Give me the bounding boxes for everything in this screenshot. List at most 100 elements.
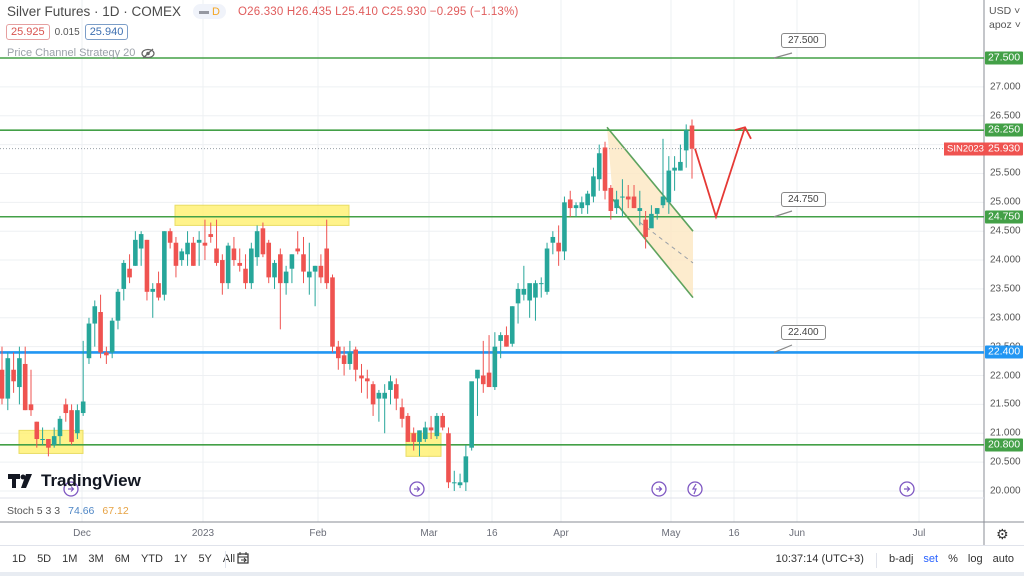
range-1y-button[interactable]: 1Y — [173, 553, 188, 565]
price-level-tag: 27.500 — [985, 51, 1024, 65]
symbol-legend: Silver Futures · 1D · COMEX ▬ D O26.330 H… — [7, 4, 518, 19]
toolbar-divider — [225, 551, 226, 568]
price-tick-label: 27.000 — [990, 81, 1021, 93]
channel-upper — [606, 126, 694, 232]
indicator-name[interactable]: Stoch 5 3 3 — [7, 505, 61, 517]
candle-body — [75, 410, 80, 434]
price-tick-label: 24.500 — [990, 225, 1021, 237]
ohlc-values: O26.330 H26.435 L25.410 C25.930 −0.295 (… — [237, 5, 519, 18]
candle-body — [237, 262, 243, 266]
price-tick-label: 23.500 — [990, 283, 1021, 295]
range-1m-button[interactable]: 1M — [62, 553, 78, 565]
auto-toggle[interactable]: auto — [992, 553, 1014, 565]
candle-body — [359, 375, 364, 379]
candle-body — [440, 415, 445, 428]
candle-body — [272, 262, 277, 278]
candle-body — [388, 381, 393, 390]
candle-body — [0, 369, 5, 399]
go-to-date-icon[interactable] — [236, 551, 250, 565]
candle-body — [225, 245, 231, 284]
candle-body — [660, 196, 666, 206]
price-tick-label: 24.000 — [990, 254, 1021, 266]
set-toggle[interactable]: set — [923, 553, 939, 565]
arrow-event-icon — [414, 486, 421, 492]
candle-body — [133, 239, 138, 266]
scale-options: 10:37:14 (UTC+3) b-adj set % log auto — [776, 553, 1014, 568]
candle-body — [434, 415, 440, 437]
price-tick-label: 22.000 — [990, 370, 1021, 381]
ask-price[interactable]: 25.940 — [84, 24, 129, 40]
candle-body — [254, 231, 260, 258]
candle-body — [417, 430, 422, 442]
settings-gear-icon[interactable]: ⚙ — [996, 526, 1009, 542]
logo-text: TradingView — [41, 471, 141, 490]
candle-body — [318, 265, 324, 278]
tradingview-logo-icon — [8, 474, 32, 488]
candle-body — [220, 260, 225, 284]
symbol-title[interactable]: Silver Futures · 1D · COMEX — [7, 4, 182, 19]
range-5d-button[interactable]: 5D — [37, 553, 52, 565]
clock-time[interactable]: 10:37:14 (UTC+3) — [775, 553, 864, 565]
callout-24750[interactable]: 24.750 — [781, 192, 826, 207]
range-6m-button[interactable]: 6M — [114, 553, 130, 565]
candle-body — [486, 372, 492, 388]
candle-body — [596, 153, 602, 180]
channel-fill — [607, 127, 693, 298]
candle-body — [620, 196, 625, 198]
log-toggle[interactable]: log — [967, 553, 983, 565]
tradingview-logo: TradingView — [8, 471, 141, 491]
candle-body — [278, 254, 283, 284]
b-adj-toggle[interactable]: b-adj — [888, 553, 914, 565]
candle-body — [521, 288, 527, 295]
time-tick-label: 2023 — [191, 528, 215, 539]
candle-body — [289, 254, 295, 269]
candle-body — [98, 312, 103, 353]
price-level-tag: 22.400 — [985, 345, 1024, 359]
delay-badge[interactable]: ▬ D — [193, 4, 226, 19]
candle-body — [167, 231, 173, 243]
candle-body — [295, 248, 301, 252]
candle-body — [34, 421, 40, 440]
candle-body — [550, 236, 556, 243]
candle-body — [266, 242, 272, 278]
candle-body — [585, 193, 590, 206]
candle-body — [196, 239, 202, 243]
currency-selector[interactable]: USD ˅ apoz ˅ — [989, 5, 1021, 31]
candle-body — [475, 369, 480, 379]
candle-body — [353, 349, 358, 370]
candle-body — [625, 196, 631, 200]
price-level-tag: 25.930 — [985, 142, 1024, 156]
candle-body — [643, 219, 648, 237]
bid-price[interactable]: 25.925 — [6, 24, 50, 40]
range-ytd-button[interactable]: YTD — [140, 553, 163, 565]
strategy-legend: Price Channel Strategy 20 — [7, 47, 156, 59]
candle-body — [341, 355, 347, 364]
candle-body — [80, 401, 86, 414]
callout-27500[interactable]: 27.500 — [781, 33, 826, 48]
candle-body — [562, 202, 567, 252]
range-5y-button[interactable]: 5Y — [198, 553, 212, 565]
candle-body — [144, 239, 150, 292]
strategy-label[interactable]: Price Channel Strategy 20 — [7, 47, 136, 59]
range-1d-button[interactable]: 1D — [12, 553, 27, 565]
candle-body — [393, 384, 399, 399]
callout-22400[interactable]: 22.400 — [781, 325, 826, 340]
time-tick-label: Jun — [788, 528, 806, 539]
candle-body — [185, 242, 190, 255]
scale-mode-label: apoz — [989, 19, 1012, 31]
price-level-tag: 26.250 — [985, 123, 1024, 137]
percent-toggle[interactable]: % — [948, 553, 958, 565]
symbol-price-tag: SIN2023 — [944, 142, 987, 156]
candle-body — [591, 176, 596, 197]
candle-body — [370, 384, 376, 405]
candle-body — [411, 433, 416, 442]
stoch-indicator-legend: Stoch 5 3 3 74.66 67.12 — [7, 505, 129, 517]
candle-body — [451, 482, 457, 484]
stoch-d-value: 67.12 — [102, 505, 129, 517]
range-3m-button[interactable]: 3M — [88, 553, 104, 565]
candle-body — [301, 254, 306, 272]
candle-body — [63, 404, 69, 414]
eye-hidden-icon[interactable] — [141, 48, 156, 59]
candle-body — [173, 242, 179, 266]
